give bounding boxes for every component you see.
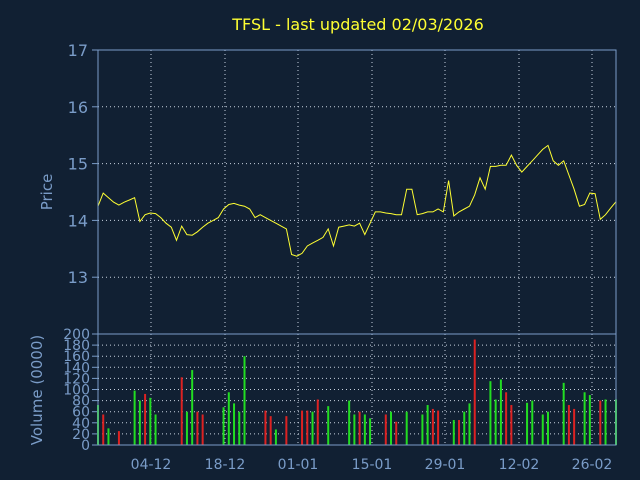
volume-bar	[505, 392, 508, 445]
volume-bar	[463, 411, 466, 445]
volume-bar	[243, 356, 246, 445]
volume-tick-label: 140	[63, 360, 90, 376]
price-tick-label: 17	[68, 41, 88, 60]
volume-bar	[327, 406, 330, 445]
volume-tick-label: 60	[72, 405, 90, 421]
volume-bar	[499, 379, 502, 445]
volume-bar	[227, 392, 230, 445]
volume-bar	[285, 416, 288, 445]
volume-tick-label: 120	[63, 371, 90, 387]
volume-bar	[107, 428, 110, 445]
volume-axis-label: Volume (0000)	[28, 335, 46, 445]
volume-bar	[196, 411, 199, 445]
volume-tick-label: 180	[63, 338, 90, 354]
x-tick-label: 18-12	[205, 457, 246, 473]
volume-bar	[426, 405, 429, 445]
price-tick-label: 14	[68, 211, 88, 230]
x-tick-label: 15-01	[352, 457, 393, 473]
volume-bar	[316, 399, 319, 445]
chart-title: TFSL - last updated 02/03/2026	[231, 15, 484, 34]
price-panel: 13 14 15 16 17	[68, 41, 617, 335]
x-tick-label: 29-01	[425, 457, 466, 473]
volume-bar	[546, 411, 549, 445]
volume-bar	[264, 410, 267, 445]
volume-bar	[604, 399, 607, 445]
x-tick-label: 26-02	[572, 457, 613, 473]
volume-bar	[144, 393, 147, 445]
volume-bar	[599, 400, 602, 445]
volume-bar	[588, 395, 591, 445]
price-axis-label: Price	[38, 174, 56, 211]
volume-bar	[431, 408, 434, 445]
volume-bar	[573, 408, 576, 445]
volume-bar	[274, 429, 277, 445]
volume-bar	[489, 381, 492, 445]
volume-tick-label: 160	[63, 349, 90, 365]
volume-bar	[363, 414, 366, 445]
volume-tick-label: 200	[63, 327, 90, 343]
volume-tick-label: 100	[63, 383, 90, 399]
volume-bar	[149, 397, 152, 445]
volume-tick-label: 40	[72, 416, 90, 432]
volume-tick-label: 20	[72, 427, 90, 443]
volume-bar	[567, 405, 570, 445]
volume-bar	[133, 390, 136, 445]
x-tick-label: 04-12	[131, 457, 172, 473]
volume-bar	[117, 431, 120, 445]
price-tick-label: 16	[68, 98, 88, 117]
volume-bar	[405, 411, 408, 445]
volume-bar	[510, 405, 513, 445]
volume-bar	[452, 420, 455, 445]
volume-bar	[390, 411, 393, 445]
volume-bar	[301, 410, 304, 445]
volume-bar	[384, 414, 387, 445]
x-tick-label: 12-02	[499, 457, 540, 473]
volume-bar	[358, 411, 361, 445]
volume-bar	[201, 414, 204, 445]
volume-bar	[421, 414, 424, 445]
volume-bar	[369, 418, 372, 445]
volume-bar	[154, 414, 157, 445]
price-line	[97, 144, 617, 257]
volume-bar	[583, 392, 586, 445]
volume-bar	[437, 410, 440, 445]
volume-bar	[458, 420, 461, 445]
volume-bar	[191, 370, 194, 445]
volume-bar	[306, 410, 309, 445]
price-tick-label: 13	[68, 268, 88, 287]
volume-frame	[97, 333, 617, 446]
volume-bar	[494, 399, 497, 445]
volume-bar	[102, 414, 105, 445]
volume-bar	[473, 339, 476, 445]
volume-bar	[269, 416, 272, 445]
volume-tick-label: 80	[72, 394, 90, 410]
x-axis: 04-12 18-12 01-01 15-01 29-01 12-02 26-02	[131, 457, 613, 473]
volume-bar	[353, 414, 356, 445]
volume-tick-label: 0	[81, 438, 90, 454]
volume-bar	[233, 403, 236, 445]
volume-bar	[138, 400, 141, 445]
volume-bar	[468, 403, 471, 445]
volume-bar	[311, 411, 314, 445]
volume-bar	[531, 400, 534, 445]
x-tick-label: 01-01	[278, 457, 319, 473]
volume-bar	[348, 400, 351, 445]
volume-bar	[222, 407, 225, 445]
price-tick-label: 15	[68, 155, 88, 174]
volume-bar	[395, 421, 398, 445]
volume-bar	[185, 411, 188, 445]
volume-bar	[541, 414, 544, 445]
volume-bar	[238, 411, 241, 445]
volume-bar	[180, 377, 183, 445]
volume-bar	[526, 402, 529, 445]
volume-bar	[562, 382, 565, 445]
